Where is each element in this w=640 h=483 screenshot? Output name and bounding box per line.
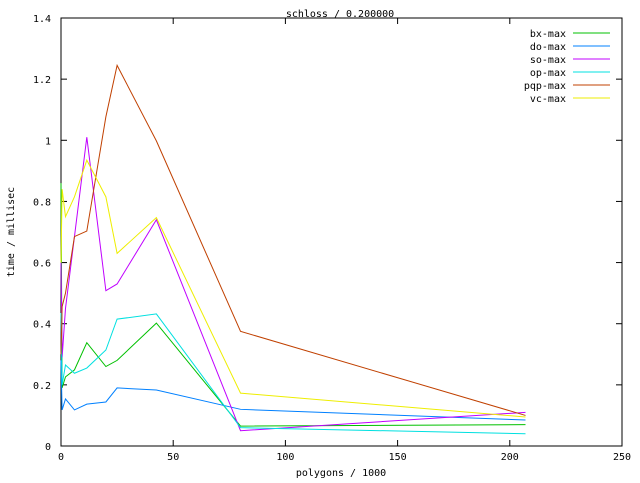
legend-label: so-max [530, 55, 566, 66]
x-tick-label: 150 [389, 452, 407, 463]
y-tick-label: 0.2 [33, 381, 51, 392]
x-tick-label: 250 [613, 452, 631, 463]
legend-label: do-max [530, 42, 566, 53]
legend-label: bx-max [530, 29, 566, 40]
chart-title: schloss / 0.200000 [286, 9, 394, 20]
series-line-vc-max [60, 158, 526, 418]
y-tick-label: 1.4 [33, 14, 51, 25]
x-axis-label: polygons / 1000 [296, 468, 386, 479]
series-line-pqp-max [60, 63, 526, 416]
y-tick-label: 0.6 [33, 259, 51, 270]
series-line-so-max [60, 137, 526, 432]
x-tick-label: 200 [501, 452, 519, 463]
series-line-op-max [60, 313, 526, 435]
series-line-bx-max [60, 183, 526, 427]
legend-label: op-max [530, 68, 566, 79]
y-axis-label: time / millisec [6, 187, 17, 277]
x-tick-label: 0 [58, 452, 64, 463]
x-tick-label: 50 [167, 452, 179, 463]
y-tick-label: 0 [45, 442, 51, 453]
y-tick-label: 0.8 [33, 197, 51, 208]
y-tick-label: 1.2 [33, 75, 51, 86]
y-tick-label: 1 [45, 136, 51, 147]
legend-label: pqp-max [524, 81, 566, 92]
legend-label: vc-max [530, 94, 566, 105]
y-tick-label: 0.4 [33, 320, 51, 331]
x-tick-label: 100 [276, 452, 294, 463]
series-line-do-max [60, 360, 526, 421]
